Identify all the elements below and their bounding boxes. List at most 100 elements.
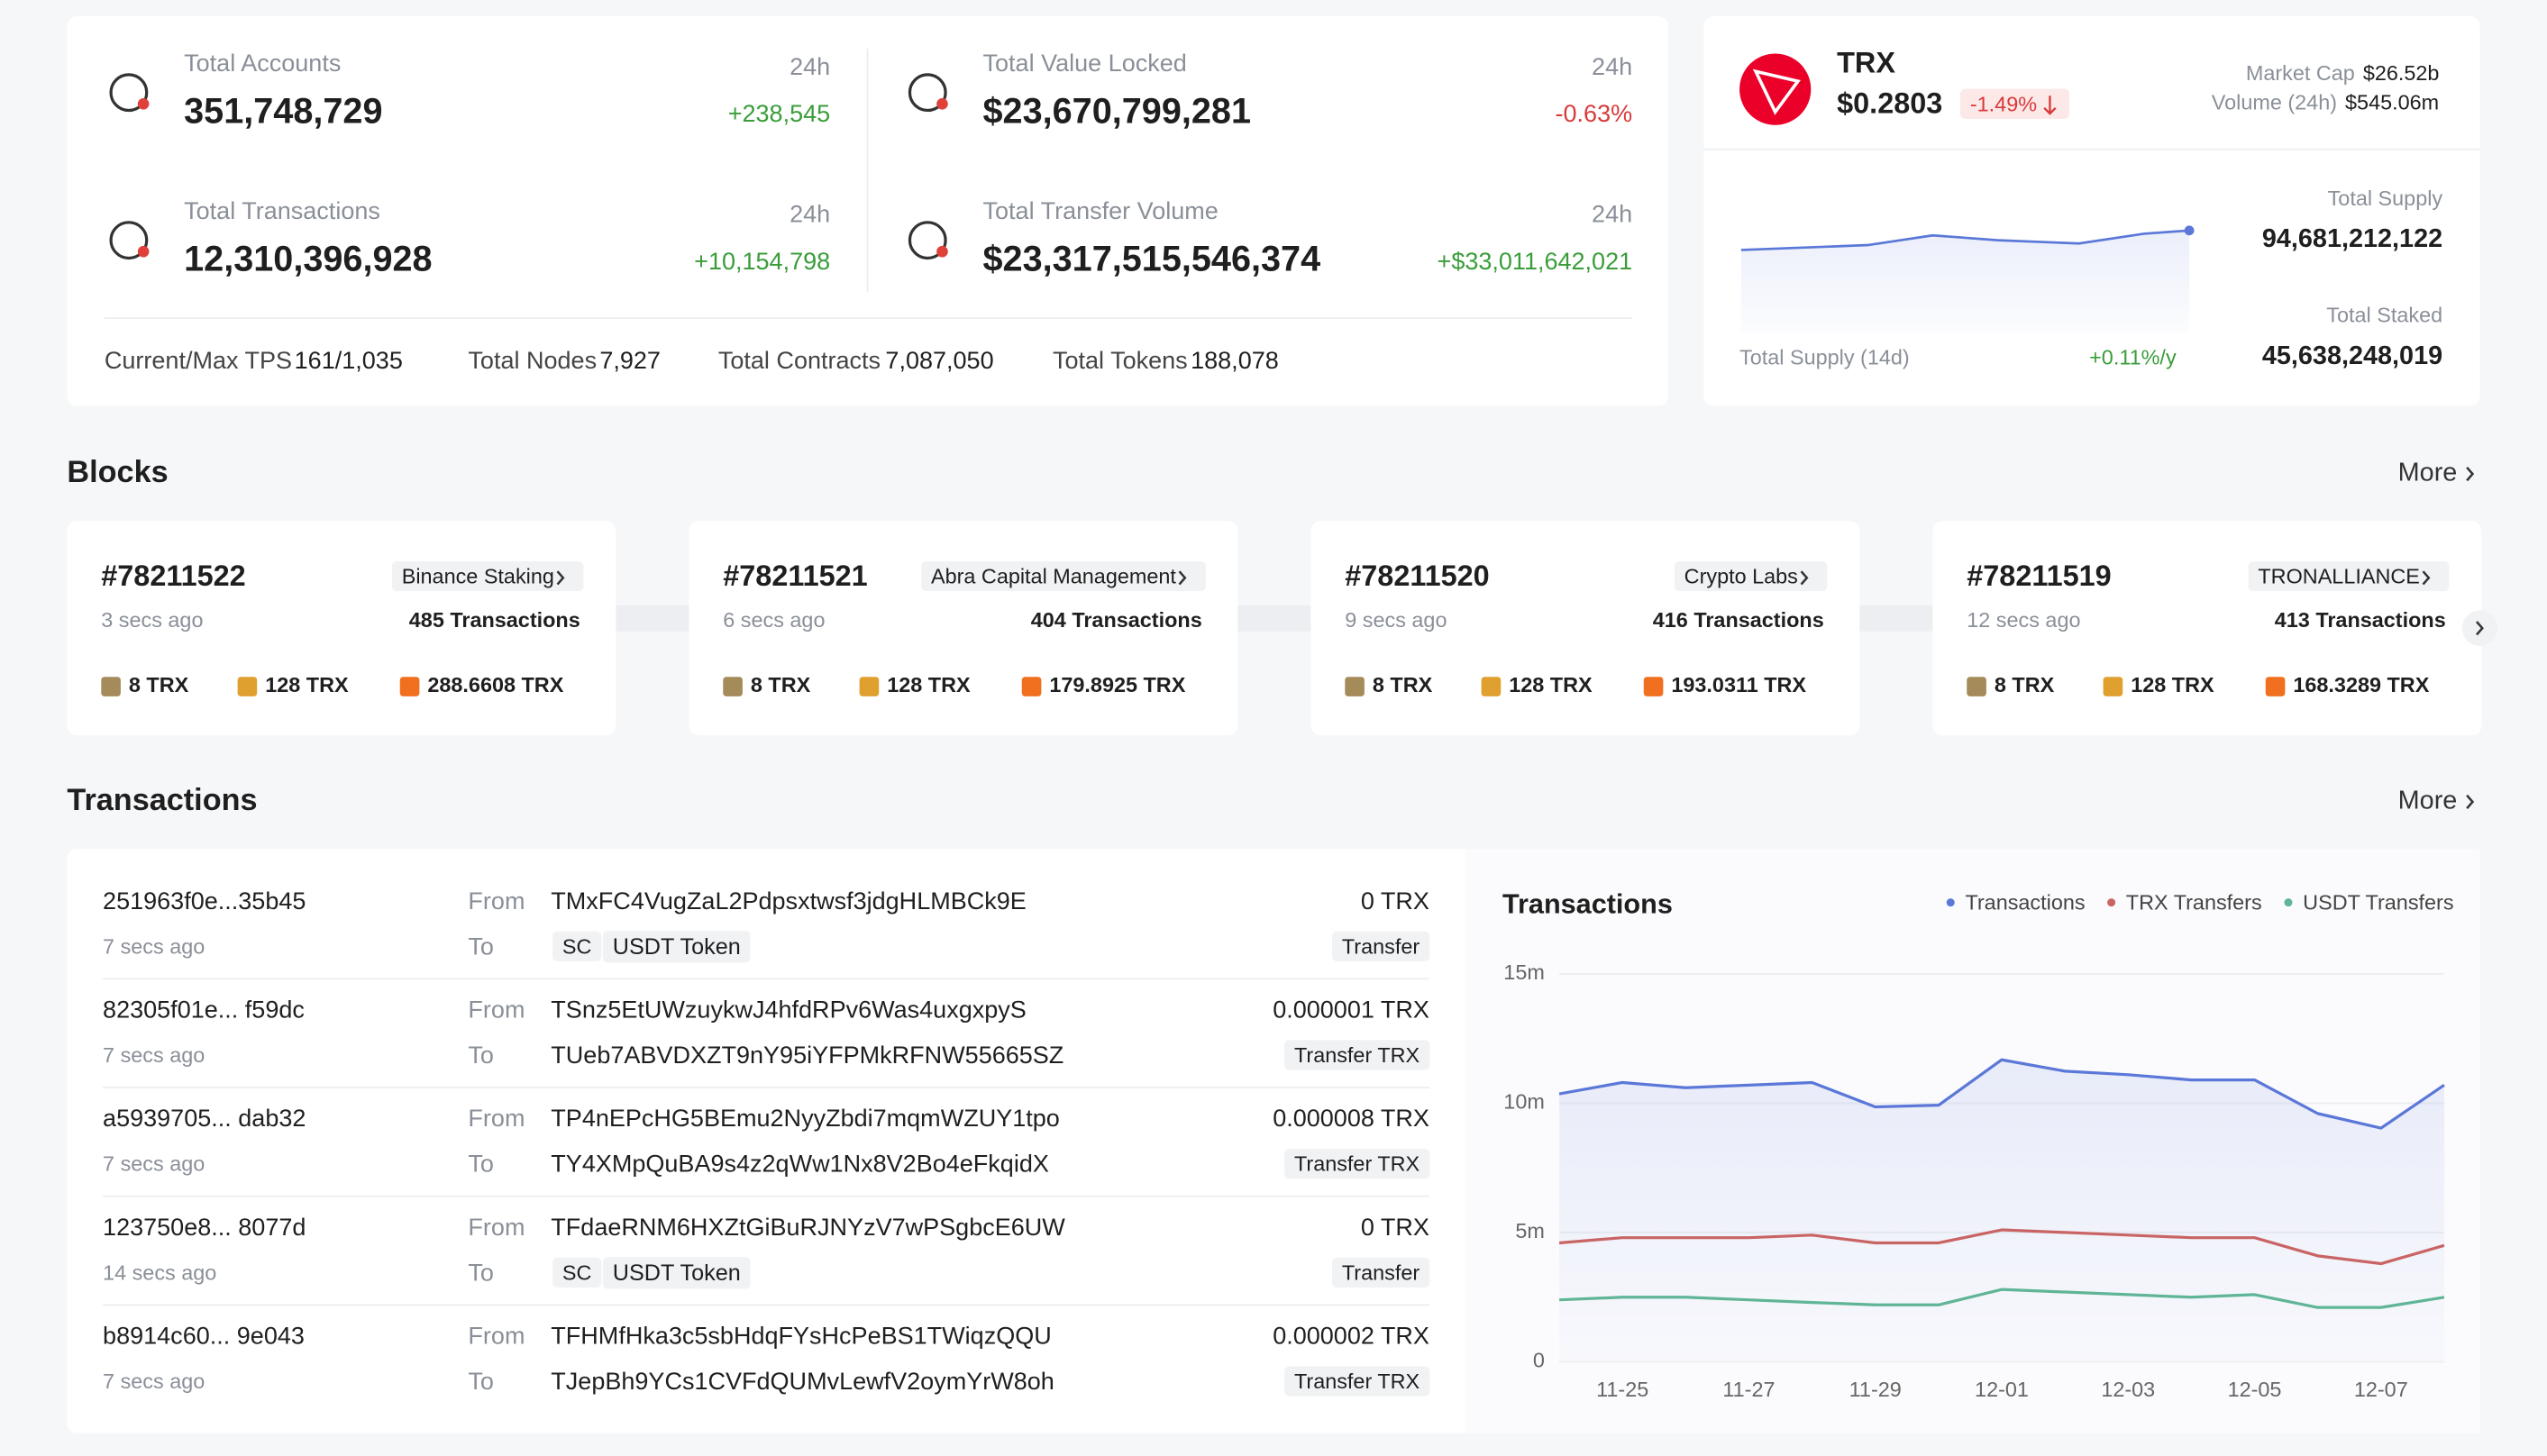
tx-to[interactable]: TY4XMpQuBA9s4z2qWw1Nx8V2Bo4eFkqidX: [551, 1151, 1049, 1178]
x-tick-label: 12-01: [1975, 1378, 2029, 1401]
to-label: To: [468, 1042, 494, 1069]
trx-price: $0.2803: [1837, 87, 1942, 120]
block-number[interactable]: #78211522: [101, 560, 245, 592]
reward-icon: [101, 677, 121, 696]
tx-from[interactable]: TFdaeRNM6HXZtGiBuRJNYzV7wPSgbcE6UW: [551, 1214, 1065, 1241]
block-producer-bg: [921, 560, 1206, 592]
tx-to[interactable]: TJepBh9YCs1CVFdQUMvLewfV2oymYrW8oh: [551, 1368, 1054, 1395]
y-tick-label: 5m: [1515, 1219, 1545, 1242]
footer-value: 7,927: [599, 347, 661, 374]
tx-hash[interactable]: 82305f01e... f59dc: [103, 996, 305, 1024]
series-line: [1558, 1228, 2445, 1266]
market-cap-label: Market Cap: [2246, 61, 2355, 85]
stat-change: -0.63%: [1556, 100, 1633, 127]
tx-from[interactable]: TMxFC4VugZaL2Pdpsxtwsf3jdgHLMBCk9E: [551, 887, 1027, 915]
stat-period: 24h: [790, 53, 830, 80]
chevron-icon: [2466, 467, 2475, 482]
tx-age: 7 secs ago: [103, 1370, 205, 1393]
y-tick-label: 0: [1533, 1349, 1545, 1372]
to-label: To: [468, 933, 494, 960]
block-producer[interactable]: TRONALLIANCE: [2258, 565, 2420, 588]
reward-icon: [399, 677, 420, 696]
trx-logo-mark: [1752, 68, 1801, 115]
block-vote-reward: 128 TRX: [2131, 673, 2214, 696]
footer-value: 7,087,050: [885, 347, 993, 374]
tx-from[interactable]: TSnz5EtUWzuykwJ4hfdRPv6Was4uxgxpyS: [551, 996, 1027, 1024]
block-number[interactable]: #78211521: [723, 560, 867, 592]
block-burn: 193.0311 TRX: [1671, 673, 1806, 696]
tx-to[interactable]: USDT Token: [613, 1260, 741, 1286]
stat-icon-dot: [137, 245, 150, 258]
block-producer[interactable]: Abra Capital Management: [931, 565, 1176, 588]
tx-hash[interactable]: 123750e8... 8077d: [103, 1214, 306, 1241]
stat-label: Total Accounts: [184, 50, 341, 77]
tx-amount: 0.000008 TRX: [1273, 1105, 1429, 1132]
series-area: [1559, 1060, 2444, 1362]
down-arrow-icon: [2043, 96, 2057, 115]
from-label: From: [468, 887, 525, 915]
more-link[interactable]: More: [2398, 787, 2458, 815]
tx-amount: 0 TRX: [1361, 887, 1429, 915]
tx-to-bg: [602, 931, 751, 963]
tx-age: 7 secs ago: [103, 1043, 205, 1067]
footer-label: Total Nodes: [468, 347, 597, 374]
total-staked-label: Total Staked: [2326, 303, 2442, 326]
contract-tag: SC: [562, 1260, 592, 1284]
x-tick-label: 12-03: [2101, 1378, 2155, 1401]
reward-icon: [1643, 677, 1664, 696]
tx-type-bg: [1284, 1040, 1430, 1070]
block-producer-bg: [391, 560, 584, 592]
tx-hash[interactable]: 251963f0e...35b45: [103, 887, 306, 915]
reward-icon: [1967, 677, 1986, 696]
stat-icon: [908, 73, 947, 113]
reward-icon: [1481, 677, 1502, 696]
section-title: Blocks: [67, 455, 168, 489]
block-transactions: 413 Transactions: [2275, 608, 2446, 632]
block-number[interactable]: #78211519: [1967, 560, 2111, 592]
tx-to[interactable]: USDT Token: [613, 934, 741, 960]
trx-name: TRX: [1837, 47, 1895, 79]
tx-hash[interactable]: b8914c60... 9e043: [103, 1323, 305, 1350]
stat-period: 24h: [1592, 53, 1632, 80]
footer-label: Total Contracts: [718, 347, 881, 374]
block-burn: 168.3289 TRX: [2293, 673, 2429, 696]
tx-age: 14 secs ago: [103, 1260, 216, 1284]
x-tick-label: 12-07: [2354, 1378, 2408, 1401]
block-producer[interactable]: Crypto Labs: [1684, 565, 1798, 588]
tx-from[interactable]: TFHMfHka3c5sbHdqFYsHcPeBS1TWiqzQQU: [551, 1323, 1051, 1350]
y-tick-label: 10m: [1503, 1090, 1545, 1114]
to-label: To: [468, 1259, 494, 1286]
stat-value: 12,310,396,928: [184, 240, 432, 279]
tx-to[interactable]: TUeb7ABVDXZT9nY95iYFPMkRFNW55665SZ: [551, 1042, 1064, 1069]
series-line: [1558, 1058, 2445, 1130]
next-button[interactable]: [2461, 610, 2498, 647]
block-producer-bg: [1674, 560, 1828, 592]
stat-label: Total Transactions: [184, 197, 380, 224]
block-age: 9 secs ago: [1345, 608, 1447, 632]
stat-label: Total Transfer Volume: [983, 197, 1219, 224]
chevron-icon: [556, 570, 565, 586]
tx-from[interactable]: TP4nEPcHG5BEmu2NyyZbdi7mqmWZUY1tpo: [551, 1105, 1060, 1132]
stat-change: +238,545: [728, 100, 830, 127]
more-link[interactable]: More: [2398, 459, 2458, 487]
volume-value: $545.06m: [2345, 90, 2439, 114]
x-tick-label: 12-05: [2228, 1378, 2282, 1401]
tx-type: Transfer TRX: [1294, 1370, 1420, 1393]
block-reward: 8 TRX: [129, 673, 189, 696]
block-producer[interactable]: Binance Staking: [402, 565, 554, 588]
stat-label: Total Value Locked: [983, 50, 1187, 77]
y-tick-label: 15m: [1503, 960, 1545, 984]
chevron-icon: [1800, 570, 1809, 586]
contract-tag-bg: [552, 1257, 602, 1288]
to-label: To: [468, 1368, 494, 1395]
footer-label: Current/Max TPS: [105, 347, 292, 374]
tx-to-bg: [602, 1257, 751, 1289]
stat-change: +10,154,798: [694, 248, 830, 275]
tx-amount: 0 TRX: [1361, 1214, 1429, 1241]
tx-type: Transfer TRX: [1294, 1043, 1420, 1067]
block-vote-reward: 128 TRX: [265, 673, 349, 696]
block-reward: 8 TRX: [751, 673, 811, 696]
tx-hash[interactable]: a5939705... dab32: [103, 1105, 306, 1132]
block-number[interactable]: #78211520: [1345, 560, 1489, 592]
chevron-icon: [1178, 570, 1187, 586]
